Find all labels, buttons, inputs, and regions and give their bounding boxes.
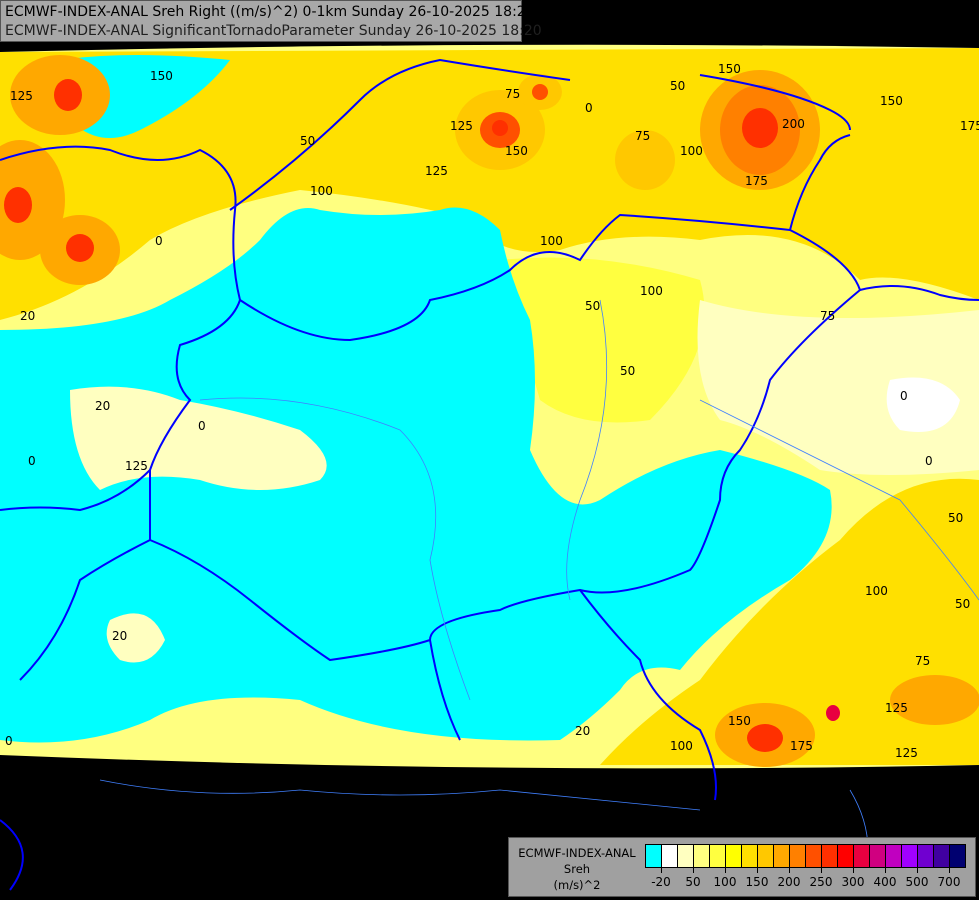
svg-text:0: 0 bbox=[155, 234, 163, 248]
title-line-sreh: ECMWF-INDEX-ANAL Sreh Right ((m/s)^2) 0-… bbox=[5, 4, 535, 20]
legend-tick-label: 700 bbox=[937, 875, 961, 889]
svg-text:0: 0 bbox=[198, 419, 206, 433]
svg-text:175: 175 bbox=[745, 174, 768, 188]
svg-text:100: 100 bbox=[865, 584, 888, 598]
svg-text:0: 0 bbox=[28, 454, 36, 468]
legend-swatch bbox=[870, 845, 886, 867]
legend-tick-label: 200 bbox=[777, 875, 801, 889]
svg-text:150: 150 bbox=[505, 144, 528, 158]
legend-swatch bbox=[774, 845, 790, 867]
rivers bbox=[99, 299, 979, 891]
svg-text:50: 50 bbox=[955, 597, 970, 611]
svg-text:150: 150 bbox=[150, 69, 173, 83]
legend-swatch bbox=[710, 845, 726, 867]
legend-unit: (m/s)^2 bbox=[553, 878, 601, 892]
legend-swatch bbox=[918, 845, 934, 867]
svg-text:125: 125 bbox=[10, 89, 33, 103]
svg-text:0: 0 bbox=[925, 454, 933, 468]
svg-text:125: 125 bbox=[450, 119, 473, 133]
svg-text:75: 75 bbox=[505, 87, 520, 101]
svg-text:50: 50 bbox=[585, 299, 600, 313]
svg-text:0: 0 bbox=[5, 734, 13, 748]
svg-text:100: 100 bbox=[310, 184, 333, 198]
legend-ticks: -20 50 100 150 200 250 300 400 500 700 bbox=[645, 867, 967, 895]
svg-text:75: 75 bbox=[915, 654, 930, 668]
svg-text:20: 20 bbox=[20, 309, 35, 323]
svg-text:100: 100 bbox=[680, 144, 703, 158]
legend-tick-label: 500 bbox=[905, 875, 929, 889]
legend-tick bbox=[885, 867, 886, 873]
legend-swatch bbox=[694, 845, 710, 867]
legend-swatch bbox=[854, 845, 870, 867]
svg-text:125: 125 bbox=[125, 459, 148, 473]
legend-swatch bbox=[790, 845, 806, 867]
svg-text:150: 150 bbox=[880, 94, 903, 108]
svg-text:125: 125 bbox=[885, 701, 908, 715]
legend-tick bbox=[789, 867, 790, 873]
legend-tick-label: 150 bbox=[745, 875, 769, 889]
legend-color-bar bbox=[645, 844, 966, 868]
legend-model: ECMWF-INDEX-ANAL bbox=[518, 846, 636, 860]
legend-swatch bbox=[662, 845, 678, 867]
country-borders bbox=[0, 58, 979, 891]
cyan-region bbox=[0, 207, 832, 743]
legend-swatch bbox=[838, 845, 854, 867]
svg-text:20: 20 bbox=[112, 629, 127, 643]
legend-parameter: Sreh bbox=[563, 862, 591, 876]
legend-swatch bbox=[902, 845, 918, 867]
svg-text:50: 50 bbox=[620, 364, 635, 378]
svg-text:100: 100 bbox=[640, 284, 663, 298]
legend-tick-label: 300 bbox=[841, 875, 865, 889]
legend-swatch bbox=[806, 845, 822, 867]
legend-tick bbox=[725, 867, 726, 873]
svg-text:100: 100 bbox=[540, 234, 563, 248]
svg-text:125: 125 bbox=[425, 164, 448, 178]
legend-swatch bbox=[886, 845, 902, 867]
svg-text:175: 175 bbox=[790, 739, 813, 753]
legend-swatch bbox=[646, 845, 662, 867]
yellow-region-southeast bbox=[600, 478, 979, 765]
svg-text:150: 150 bbox=[728, 714, 751, 728]
legend-tick-label: 400 bbox=[873, 875, 897, 889]
legend-swatch bbox=[726, 845, 742, 867]
legend-tick bbox=[949, 867, 950, 873]
legend-tick bbox=[757, 867, 758, 873]
svg-text:0: 0 bbox=[900, 389, 908, 403]
legend-swatch bbox=[678, 845, 694, 867]
legend-tick bbox=[917, 867, 918, 873]
svg-text:20: 20 bbox=[95, 399, 110, 413]
legend-tick-label: 50 bbox=[685, 875, 701, 889]
legend-tick bbox=[661, 867, 662, 873]
svg-text:75: 75 bbox=[635, 129, 650, 143]
legend-tick bbox=[853, 867, 854, 873]
legend-tick bbox=[821, 867, 822, 873]
svg-text:50: 50 bbox=[300, 134, 315, 148]
legend-swatch bbox=[822, 845, 838, 867]
contour-labels: 150 125 75 0 50 100 125 150 150 150 175 … bbox=[5, 62, 979, 760]
legend-tick-label: 250 bbox=[809, 875, 833, 889]
legend-tick-label: -20 bbox=[651, 875, 671, 889]
color-legend: ECMWF-INDEX-ANAL Sreh (m/s)^2 -20 50 100 15… bbox=[508, 837, 976, 897]
legend-swatch bbox=[758, 845, 774, 867]
field-layer bbox=[0, 44, 979, 769]
legend-tick bbox=[693, 867, 694, 873]
svg-text:0: 0 bbox=[585, 101, 593, 115]
svg-text:50: 50 bbox=[670, 79, 685, 93]
svg-text:20: 20 bbox=[575, 724, 590, 738]
svg-text:200: 200 bbox=[782, 117, 805, 131]
svg-text:175: 175 bbox=[960, 119, 979, 133]
svg-text:100: 100 bbox=[670, 739, 693, 753]
svg-text:50: 50 bbox=[948, 511, 963, 525]
legend-swatch bbox=[742, 845, 758, 867]
legend-tick-label: 100 bbox=[713, 875, 737, 889]
svg-text:150: 150 bbox=[718, 62, 741, 76]
legend-swatch bbox=[934, 845, 950, 867]
title-line-stp: ECMWF-INDEX-ANAL SignificantTornadoParam… bbox=[5, 23, 542, 39]
legend-swatch bbox=[950, 845, 965, 867]
map-title-box: ECMWF-INDEX-ANAL Sreh Right ((m/s)^2) 0-… bbox=[0, 0, 542, 42]
svg-text:75: 75 bbox=[820, 309, 835, 323]
svg-text:125: 125 bbox=[895, 746, 918, 760]
